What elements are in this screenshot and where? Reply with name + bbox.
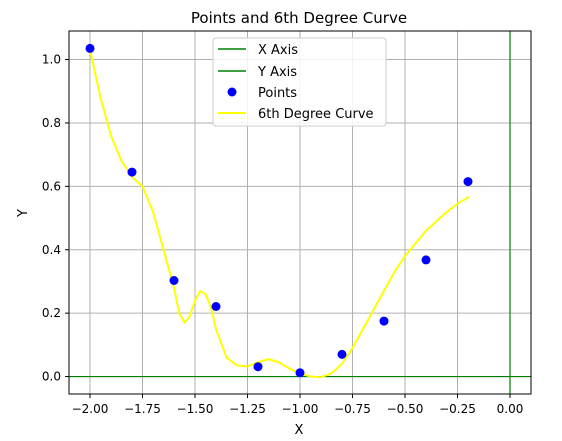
x-tick-label: −0.50	[387, 402, 424, 416]
scatter-point	[379, 316, 389, 326]
x-axis-label: X	[295, 423, 304, 438]
x-tick-label: −0.25	[439, 402, 476, 416]
scatter-point	[337, 349, 347, 359]
legend-points-swatch	[227, 87, 237, 97]
legend-y-axis-label: Y Axis	[257, 65, 297, 80]
y-tick-label: 0.2	[42, 306, 61, 320]
y-tick-label: 0.4	[42, 243, 61, 257]
x-tick-label: −1.75	[124, 402, 161, 416]
x-tick-label: 0.00	[497, 402, 524, 416]
x-tick-label: −1.50	[177, 402, 214, 416]
y-tick-label: 0.6	[42, 179, 61, 193]
chart-title: Points and 6th Degree Curve	[191, 9, 407, 27]
scatter-point	[421, 255, 431, 265]
legend-box	[212, 37, 387, 127]
scatter-point	[169, 276, 179, 286]
x-tick-label: −2.00	[72, 402, 109, 416]
y-tick-label: 1.0	[42, 53, 61, 67]
y-tick-label: 0.0	[42, 370, 61, 384]
scatter-point	[127, 167, 137, 177]
y-tick-label: 0.8	[42, 116, 61, 130]
legend-points-label: Points	[258, 86, 297, 101]
points-layer	[85, 43, 473, 378]
legend: X Axis Y Axis Points 6th Degree Curve	[212, 37, 387, 127]
y-axis-label: Y	[16, 209, 31, 218]
y-ticks: 0.0 0.2 0.4 0.6 0.8 1.0	[42, 53, 69, 384]
x-tick-label: −0.75	[334, 402, 371, 416]
legend-curve-label: 6th Degree Curve	[258, 107, 374, 122]
scatter-point	[85, 43, 95, 53]
scatter-point	[253, 362, 263, 372]
legend-x-axis-label: X Axis	[258, 43, 298, 58]
x-tick-label: −1.00	[282, 402, 319, 416]
scatter-point	[211, 301, 221, 311]
x-ticks: −2.00 −1.75 −1.50 −1.25 −1.00 −0.75 −0.50 −0.25…	[72, 394, 524, 416]
scatter-point	[295, 368, 305, 378]
x-tick-label: −1.25	[229, 402, 266, 416]
scatter-point	[463, 177, 473, 187]
